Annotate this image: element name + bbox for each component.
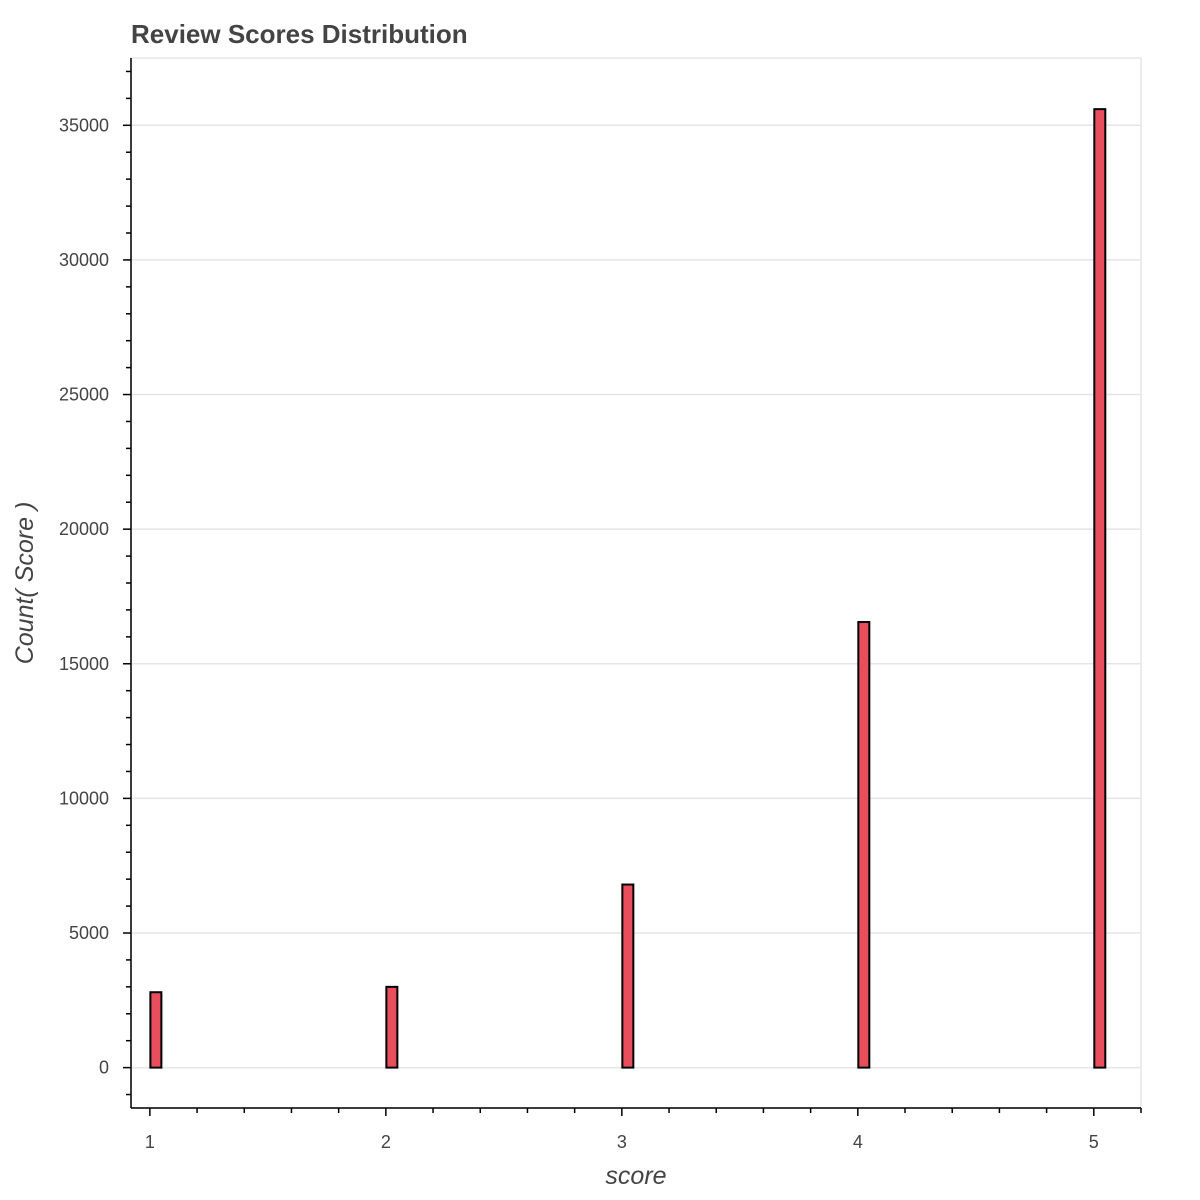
bars-layer (149, 108, 1107, 1069)
bar-score-4 (857, 621, 871, 1069)
bar-score-2 (385, 985, 399, 1069)
bar-score-5 (1093, 108, 1107, 1069)
x-tick-label: 2 (381, 1132, 391, 1152)
y-tick-label: 35000 (59, 115, 109, 135)
y-axis-label: Count( Score ) (11, 502, 39, 665)
bar-score-3 (621, 883, 635, 1069)
x-tick-label: 4 (853, 1132, 863, 1152)
y-tick-label: 5000 (69, 923, 109, 943)
bar-score-1 (149, 991, 163, 1069)
y-tick-label: 30000 (59, 250, 109, 270)
y-tick-label: 10000 (59, 788, 109, 808)
y-tick-labels: 0 5000 10000 15000 20000 25000 30000 35000 (59, 115, 109, 1077)
grid-layer (131, 124, 1141, 1069)
y-tick-label: 20000 (59, 519, 109, 539)
y-tick-label: 0 (99, 1058, 109, 1078)
axes-layer (123, 58, 1142, 1116)
x-axis-label: score (605, 1162, 666, 1190)
y-tick-label: 15000 (59, 654, 109, 674)
y-tick-label: 25000 (59, 385, 109, 405)
plot-frame (130, 57, 1142, 1109)
x-tick-label: 5 (1089, 1132, 1099, 1152)
x-tick-label: 3 (617, 1132, 627, 1152)
x-tick-labels: 1 2 3 4 5 (145, 1132, 1099, 1152)
chart-title: Review Scores Distribution (131, 19, 468, 49)
x-tick-label: 1 (145, 1132, 155, 1152)
